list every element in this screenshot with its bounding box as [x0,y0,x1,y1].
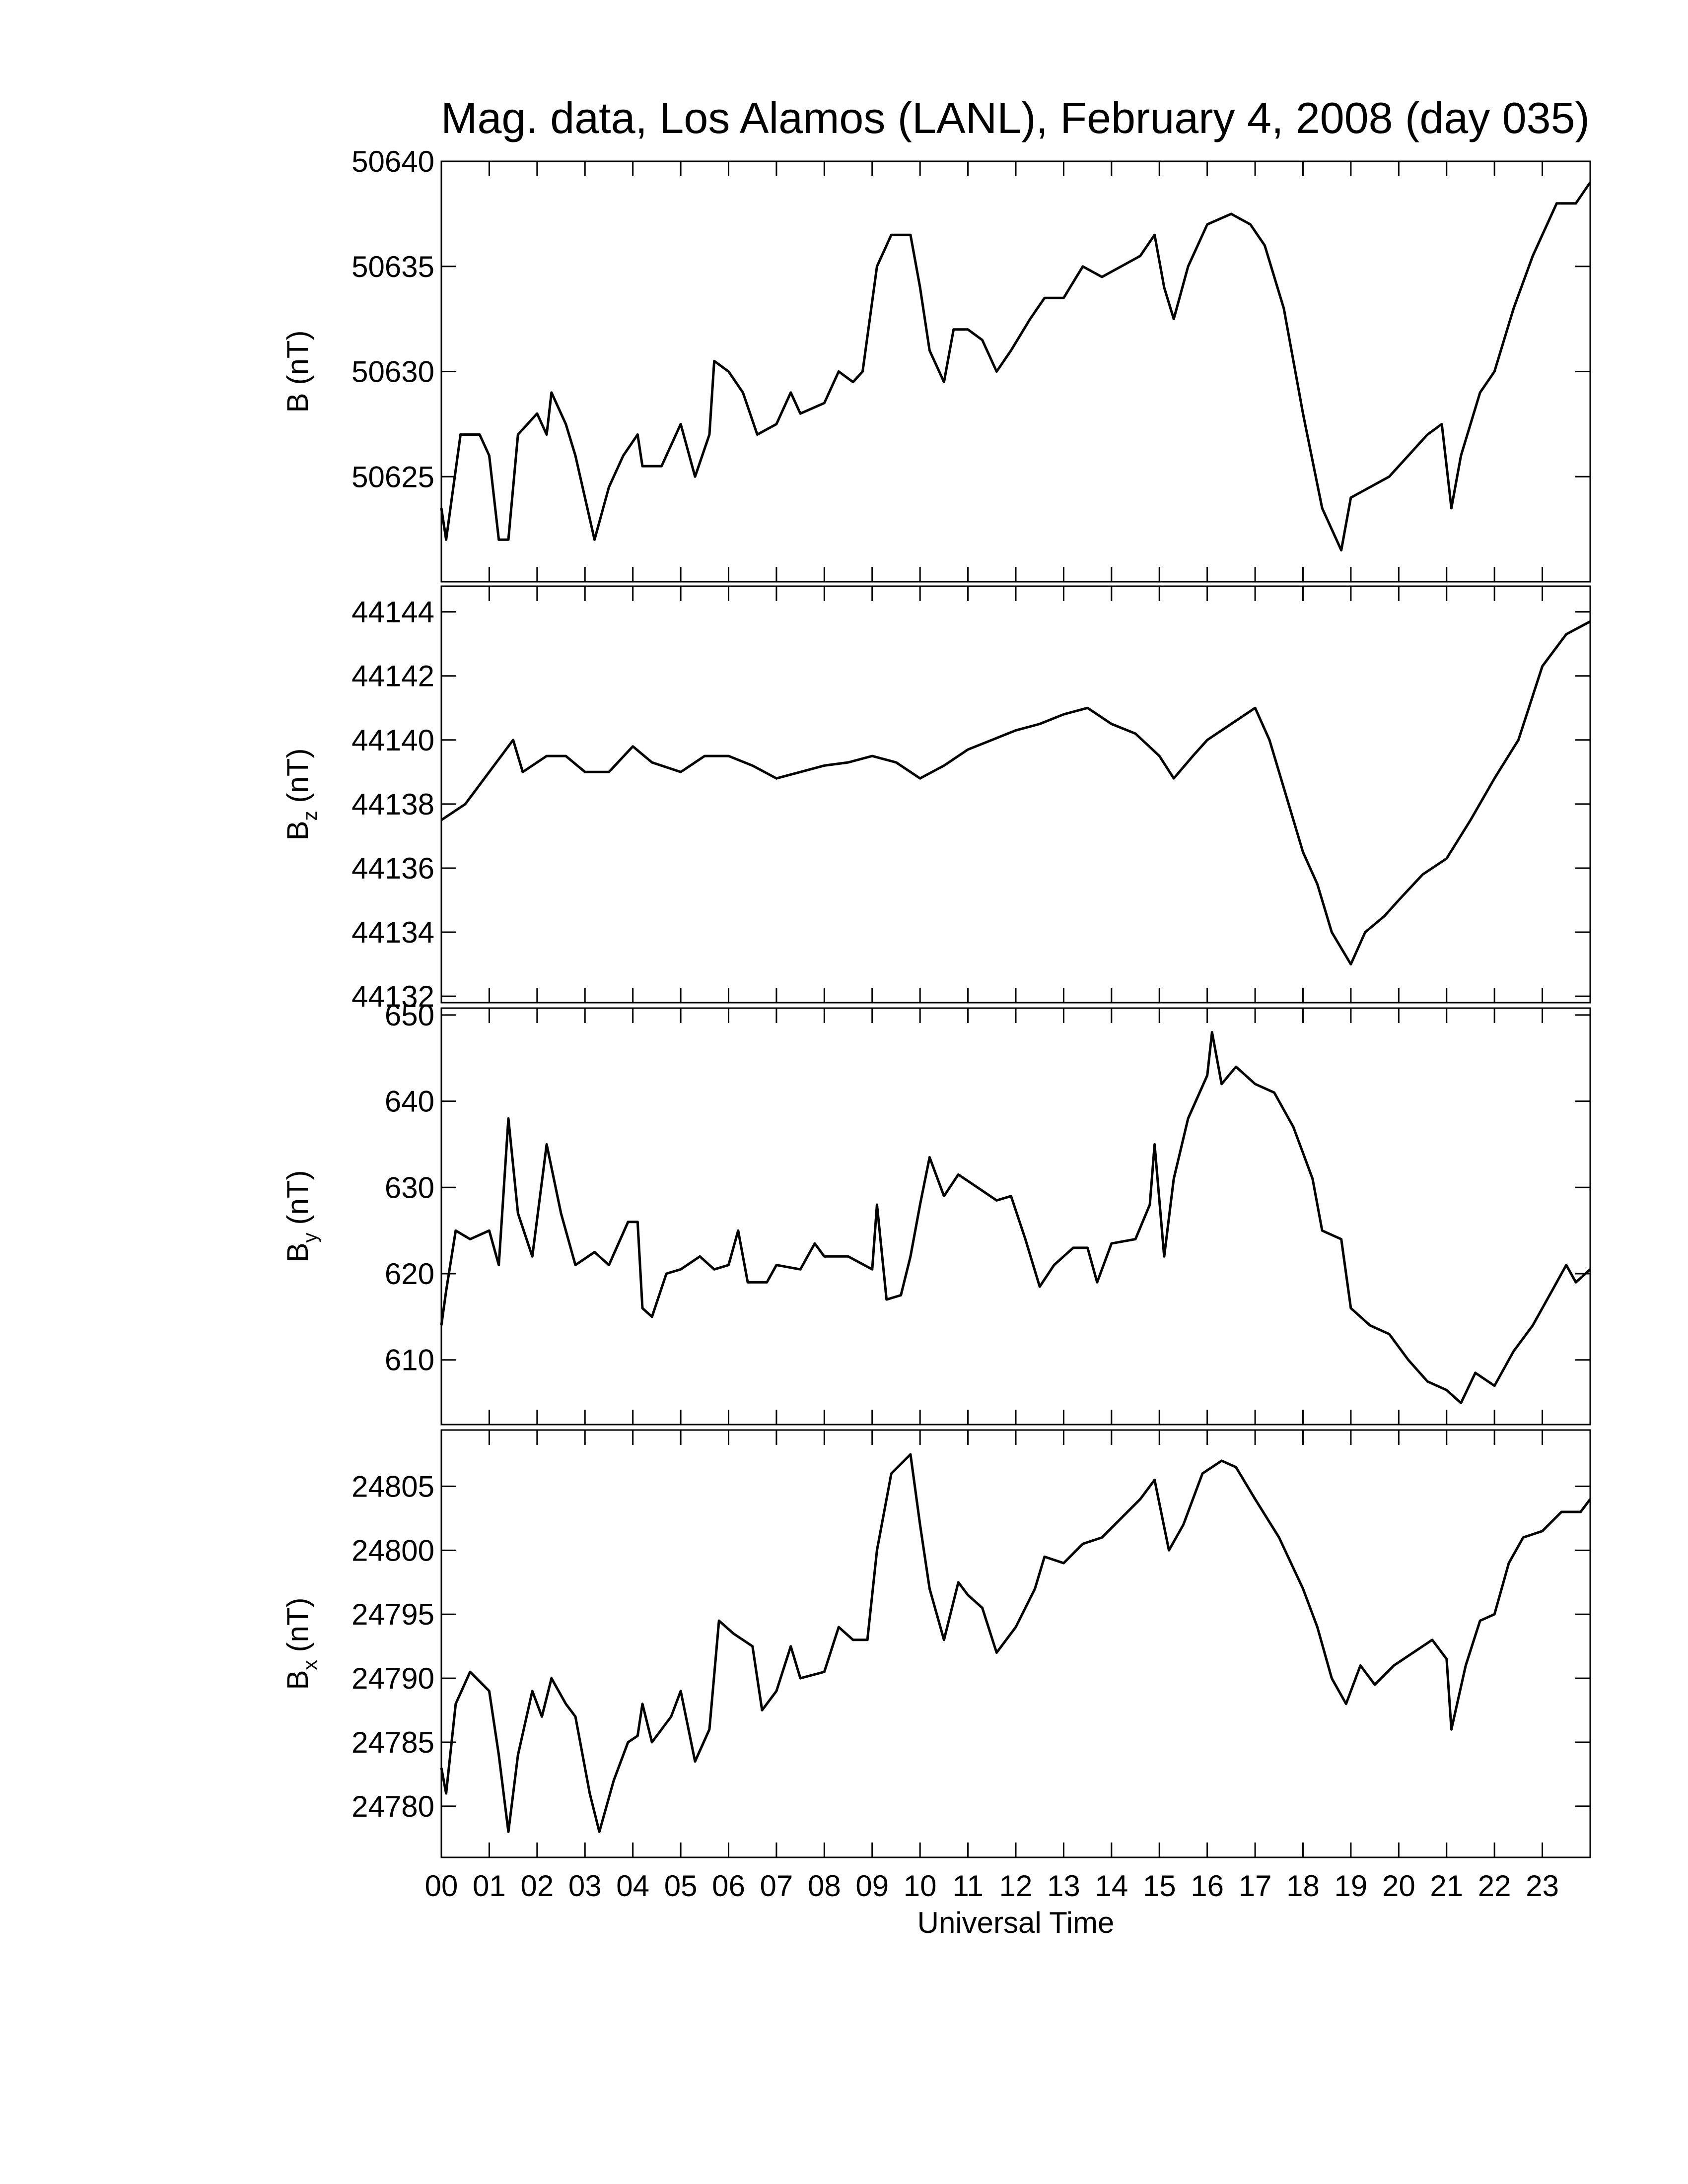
y-axis-label: B (nT) [281,330,314,412]
y-tick-label: 44136 [352,852,434,885]
y-label-base: B [281,820,314,840]
x-tick-label: 20 [1382,1869,1415,1903]
x-tick-label: 11 [952,1869,983,1903]
x-tick-label: 14 [1095,1869,1128,1903]
y-label-base: B [281,393,314,412]
data-line [440,181,1592,551]
y-tick-label: 50625 [352,460,434,493]
x-tick-label: 00 [425,1869,458,1903]
y-tick-label: 610 [385,1344,434,1377]
y-axis-label: Bx (nT) [281,1597,321,1690]
x-tick-label: 16 [1191,1869,1224,1903]
y-tick-label: 44132 [352,980,434,1013]
data-line [440,620,1591,966]
y-tick-label: 24790 [352,1662,434,1695]
y-label-unit: (nT) [281,748,314,803]
chart-title: Mag. data, Los Alamos (LANL), February 4… [441,93,1590,142]
y-axis-label: By (nT) [281,1170,321,1262]
y-tick-label: 24795 [352,1598,434,1631]
y-axis-label: Bz (nT) [281,748,321,840]
x-tick-label: 05 [664,1869,698,1903]
x-tick-label: 15 [1143,1869,1176,1903]
data-line [440,1453,1592,1833]
y-tick-label: 24785 [352,1726,434,1759]
x-tick-label: 04 [616,1869,649,1903]
y-label-sub: y [299,1232,321,1242]
y-tick-label: 44138 [352,788,434,821]
y-label-unit: (nT) [281,330,314,385]
x-tick-label: 02 [520,1869,554,1903]
x-tick-label: 23 [1526,1869,1559,1903]
y-tick-label: 44142 [352,660,434,693]
y-label-unit: (nT) [281,1170,314,1225]
y-label-unit: (nT) [281,1597,314,1652]
y-tick-label: 44144 [352,596,434,629]
y-tick-label: 50635 [352,250,434,283]
y-label-base: B [281,1670,314,1690]
x-tick-label: 07 [760,1869,793,1903]
x-tick-label: 03 [568,1869,602,1903]
x-tick-label: 17 [1239,1869,1272,1903]
x-tick-label: 18 [1286,1869,1320,1903]
y-tick-label: 24800 [352,1534,434,1567]
y-label-sub: z [299,811,321,820]
x-tick-label: 19 [1335,1869,1368,1903]
x-tick-label: 08 [808,1869,841,1903]
x-axis-label: Universal Time [917,1906,1115,1939]
x-tick-label: 09 [855,1869,889,1903]
x-tick-label: 13 [1047,1869,1080,1903]
x-tick-label: 22 [1478,1869,1511,1903]
y-label-sub: x [299,1660,321,1670]
y-tick-label: 24780 [352,1790,434,1823]
x-tick-label: 06 [712,1869,745,1903]
y-tick-label: 50630 [352,355,434,389]
y-tick-label: 630 [385,1171,434,1204]
x-tick-label: 01 [473,1869,506,1903]
y-tick-label: 24805 [352,1470,434,1503]
y-tick-label: 44134 [352,916,434,949]
y-tick-label: 620 [385,1257,434,1291]
x-tick-label: 10 [904,1869,937,1903]
y-tick-label: 50640 [352,145,434,178]
x-tick-label: 12 [999,1869,1033,1903]
y-tick-label: 640 [385,1085,434,1118]
data-line [440,1031,1591,1405]
y-tick-label: 650 [385,999,434,1032]
y-tick-label: 44140 [352,724,434,757]
x-tick-label: 21 [1430,1869,1463,1903]
y-label-base: B [281,1242,314,1262]
